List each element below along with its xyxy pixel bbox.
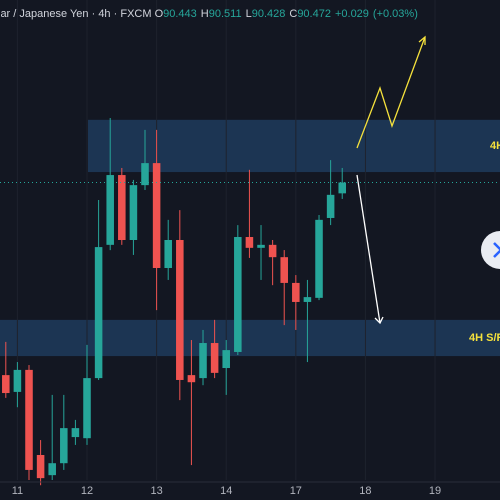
arrow-head bbox=[418, 35, 426, 45]
change: +0.029 bbox=[334, 8, 369, 20]
x-tick-label: 14 bbox=[220, 485, 232, 497]
x-tick-label: 18 bbox=[359, 485, 371, 497]
candle-body bbox=[94, 247, 103, 379]
candle-body bbox=[118, 175, 126, 240]
x-tick-label: 13 bbox=[150, 485, 162, 497]
ohlc-key: L bbox=[245, 8, 252, 20]
ohlc-key: O bbox=[154, 8, 164, 20]
candle-body bbox=[60, 428, 68, 464]
zone-label: 4H bbox=[490, 140, 500, 152]
ohlc-key: C bbox=[289, 8, 298, 20]
candle-body bbox=[106, 175, 114, 245]
candle-body bbox=[234, 237, 242, 352]
ohlc-value: 90.428 bbox=[251, 8, 286, 20]
source: FXCM bbox=[120, 8, 152, 20]
ohlc-key: H bbox=[200, 8, 209, 20]
interval: 4h bbox=[98, 8, 111, 20]
candle-body bbox=[315, 219, 323, 298]
candle-body bbox=[187, 375, 196, 383]
header: lar / Japanese Yen · 4h · FXCM O90.443 H9… bbox=[0, 8, 418, 20]
candle-body bbox=[129, 185, 138, 240]
candle-body bbox=[338, 182, 346, 194]
scroll-button[interactable] bbox=[481, 231, 500, 269]
zone-label: 4H S/R bbox=[469, 332, 500, 344]
zone bbox=[88, 119, 500, 173]
candle-body bbox=[257, 244, 265, 248]
candle-body bbox=[164, 240, 172, 268]
x-tick-label: 11 bbox=[12, 485, 23, 497]
ohlc-value: 90.472 bbox=[297, 8, 331, 20]
projection-down bbox=[356, 174, 381, 324]
candle-body bbox=[292, 282, 300, 302]
candle-body bbox=[48, 463, 56, 476]
ohlc-value: 90.511 bbox=[208, 8, 242, 20]
ohlc-value: 90.443 bbox=[163, 8, 197, 20]
candle-body bbox=[222, 350, 230, 369]
candle-body bbox=[71, 428, 80, 438]
candle-body bbox=[210, 343, 219, 373]
candle-body bbox=[303, 297, 312, 302]
candle-body bbox=[152, 163, 161, 268]
candle-body bbox=[176, 240, 184, 380]
change-pct: (+0.03%) bbox=[372, 8, 418, 20]
zone bbox=[0, 319, 500, 357]
candle-body bbox=[245, 237, 254, 248]
candle-body bbox=[268, 244, 277, 258]
candle-body bbox=[36, 454, 45, 479]
arrow-head bbox=[374, 316, 384, 325]
projection-up bbox=[356, 36, 426, 149]
x-tick-label: 17 bbox=[290, 485, 302, 497]
candle-body bbox=[326, 194, 335, 218]
candle-body bbox=[280, 257, 288, 283]
symbol: lar / Japanese Yen bbox=[0, 8, 89, 20]
candle-body bbox=[141, 163, 149, 186]
candle-body bbox=[25, 369, 33, 470]
button-icon bbox=[493, 242, 500, 258]
candle-body bbox=[199, 343, 207, 379]
candle-body bbox=[83, 378, 91, 439]
x-tick-label: 19 bbox=[429, 485, 441, 497]
candle-body bbox=[2, 375, 10, 394]
x-tick-label: 12 bbox=[81, 485, 93, 497]
candle-body bbox=[13, 369, 22, 392]
ohlc: O90.443 H90.511 L90.428 C90.472 bbox=[155, 8, 335, 20]
